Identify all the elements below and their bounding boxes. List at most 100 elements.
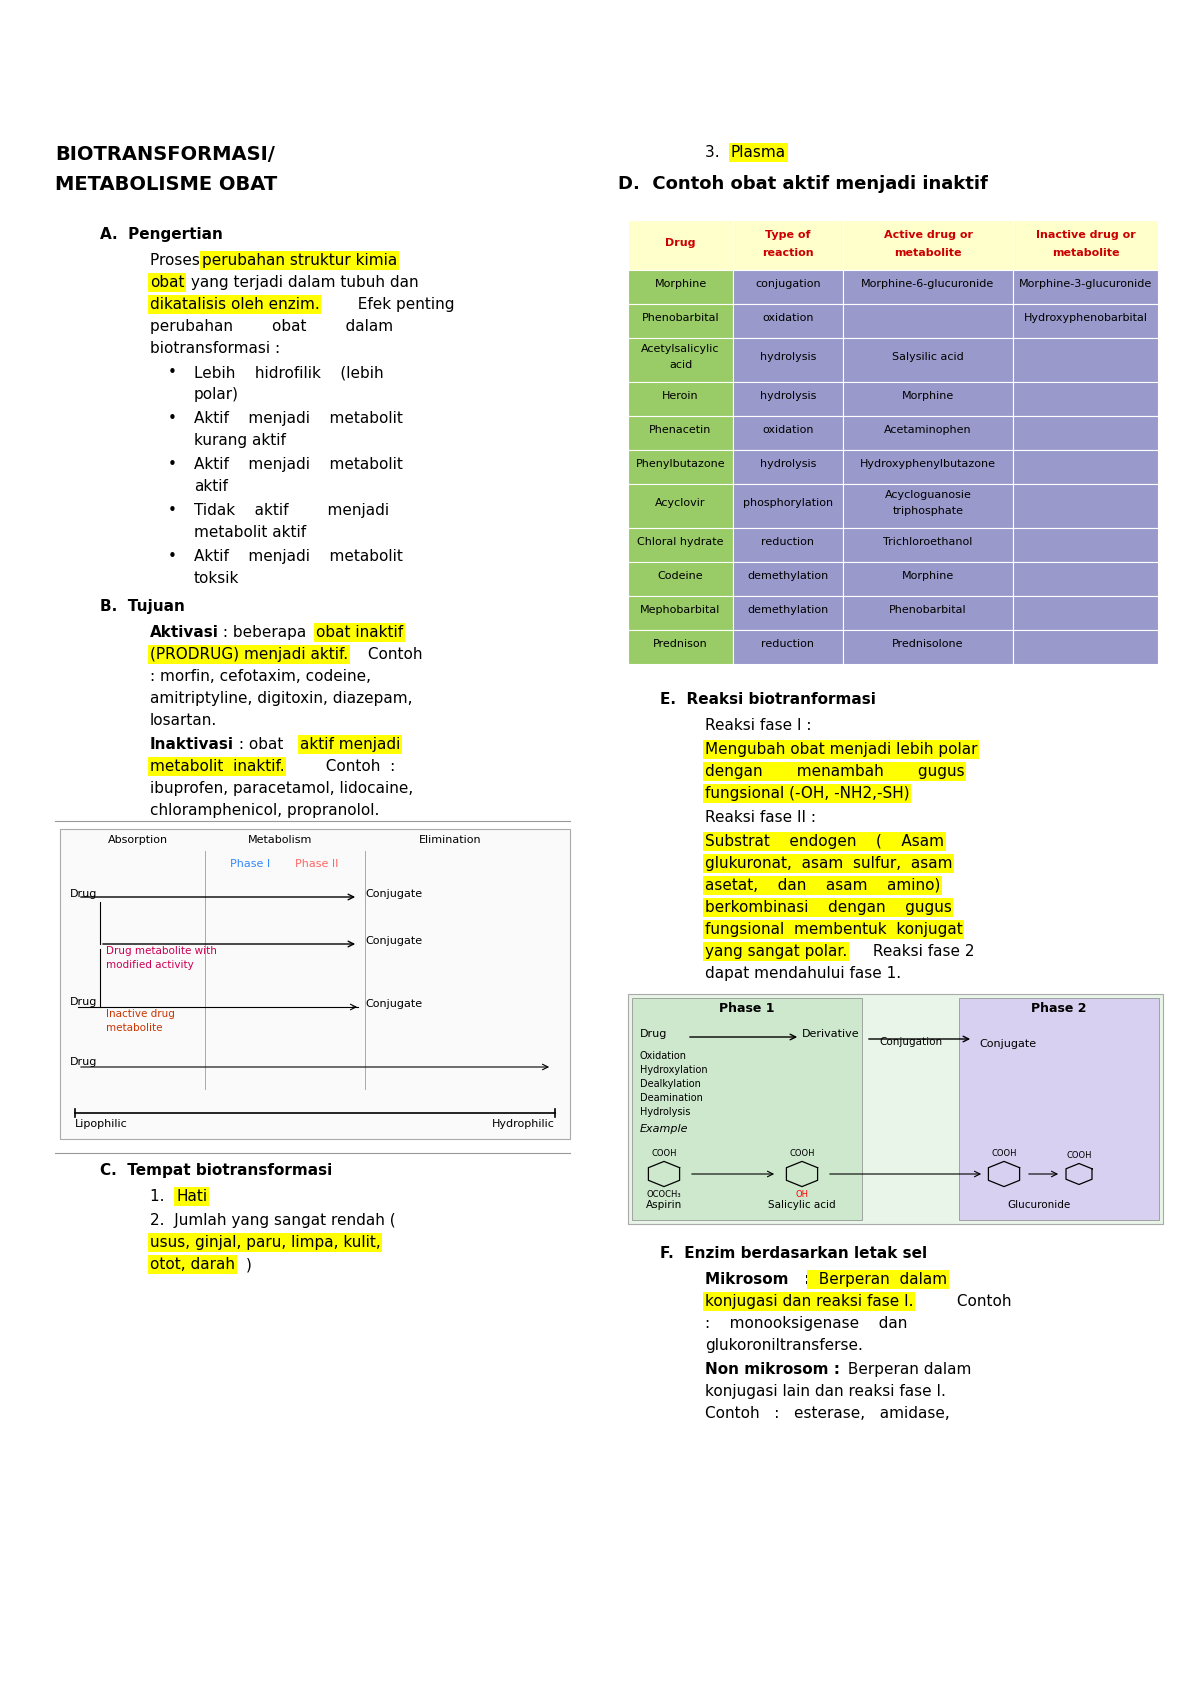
Text: Acetylsalicylic: Acetylsalicylic bbox=[641, 344, 720, 355]
Text: Tidak    aktif        menjadi: Tidak aktif menjadi bbox=[194, 502, 389, 518]
Text: obat inaktif: obat inaktif bbox=[316, 624, 403, 640]
Text: Phase 1: Phase 1 bbox=[719, 1001, 775, 1015]
Text: otot, darah: otot, darah bbox=[150, 1257, 235, 1273]
Text: Reaksi fase I :: Reaksi fase I : bbox=[706, 718, 811, 733]
Bar bbox=[733, 221, 842, 270]
Bar bbox=[733, 382, 842, 416]
Text: COOH: COOH bbox=[1067, 1152, 1092, 1161]
Text: Contoh: Contoh bbox=[952, 1295, 1012, 1308]
Text: D.  Contoh obat aktif menjadi inaktif: D. Contoh obat aktif menjadi inaktif bbox=[618, 175, 988, 193]
Text: METABOLISME OBAT: METABOLISME OBAT bbox=[55, 175, 277, 193]
Text: Berperan  dalam: Berperan dalam bbox=[809, 1273, 947, 1286]
Text: yang terjadi dalam tubuh dan: yang terjadi dalam tubuh dan bbox=[186, 275, 419, 290]
Bar bbox=[842, 484, 1013, 528]
Text: glukuronat,  asam  sulfur,  asam: glukuronat, asam sulfur, asam bbox=[706, 855, 953, 871]
Bar bbox=[628, 630, 733, 664]
Text: C.  Tempat biotransformasi: C. Tempat biotransformasi bbox=[100, 1162, 332, 1178]
Text: obat: obat bbox=[150, 275, 185, 290]
Text: Hati: Hati bbox=[176, 1190, 208, 1203]
Text: Mikrosom   :: Mikrosom : bbox=[706, 1273, 810, 1286]
Text: reduction: reduction bbox=[762, 536, 815, 546]
Text: Morphine: Morphine bbox=[654, 278, 707, 288]
Bar bbox=[733, 484, 842, 528]
Text: Drug: Drug bbox=[70, 998, 97, 1006]
Text: yang sangat polar.: yang sangat polar. bbox=[706, 944, 847, 959]
Text: Deamination: Deamination bbox=[640, 1093, 703, 1103]
Text: Morphine: Morphine bbox=[902, 570, 954, 580]
Text: E.  Reaksi biotranformasi: E. Reaksi biotranformasi bbox=[660, 692, 876, 708]
Text: Prednisolone: Prednisolone bbox=[893, 640, 964, 648]
Bar bbox=[1013, 221, 1158, 270]
Text: glukoroniltransferse.: glukoroniltransferse. bbox=[706, 1337, 863, 1353]
Text: Conjugate: Conjugate bbox=[979, 1039, 1036, 1049]
Text: Elimination: Elimination bbox=[419, 835, 481, 845]
Bar bbox=[1013, 416, 1158, 450]
Bar bbox=[628, 382, 733, 416]
Text: Drug: Drug bbox=[70, 1057, 97, 1067]
Bar bbox=[1013, 382, 1158, 416]
Text: biotransformasi :: biotransformasi : bbox=[150, 341, 280, 356]
Bar bbox=[733, 562, 842, 596]
Text: Salicylic acid: Salicylic acid bbox=[768, 1200, 836, 1210]
Text: dapat mendahului fase 1.: dapat mendahului fase 1. bbox=[706, 966, 901, 981]
Text: Active drug or: Active drug or bbox=[883, 231, 972, 239]
Text: losartan.: losartan. bbox=[150, 713, 217, 728]
Text: oxidation: oxidation bbox=[762, 312, 814, 322]
Text: polar): polar) bbox=[194, 387, 239, 402]
Text: : obat: : obat bbox=[234, 736, 288, 752]
Text: •: • bbox=[168, 365, 176, 380]
Text: Phase I: Phase I bbox=[230, 859, 270, 869]
Bar bbox=[733, 416, 842, 450]
Bar bbox=[1013, 528, 1158, 562]
Text: Contoh  :: Contoh : bbox=[316, 759, 395, 774]
Bar bbox=[842, 270, 1013, 304]
Text: 3.: 3. bbox=[706, 144, 734, 160]
Bar bbox=[733, 338, 842, 382]
Bar bbox=[628, 338, 733, 382]
Text: Berperan dalam: Berperan dalam bbox=[842, 1363, 971, 1376]
Text: hydrolysis: hydrolysis bbox=[760, 390, 816, 400]
Text: aktif menjadi: aktif menjadi bbox=[300, 736, 401, 752]
Text: metabolite: metabolite bbox=[1051, 248, 1120, 258]
Bar bbox=[842, 338, 1013, 382]
Text: BIOTRANSFORMASI/: BIOTRANSFORMASI/ bbox=[55, 144, 275, 165]
Text: Derivative: Derivative bbox=[802, 1028, 859, 1039]
Bar bbox=[1013, 596, 1158, 630]
Text: Acyclovir: Acyclovir bbox=[655, 497, 706, 507]
Text: :    monooksigenase    dan: : monooksigenase dan bbox=[706, 1315, 907, 1330]
Bar bbox=[842, 382, 1013, 416]
Text: metabolite: metabolite bbox=[894, 248, 961, 258]
Text: konjugasi lain dan reaksi fase I.: konjugasi lain dan reaksi fase I. bbox=[706, 1385, 946, 1398]
Text: Morphine-6-glucuronide: Morphine-6-glucuronide bbox=[862, 278, 995, 288]
Text: Aktivasi: Aktivasi bbox=[150, 624, 218, 640]
Text: Example: Example bbox=[640, 1123, 689, 1134]
Bar bbox=[842, 416, 1013, 450]
Text: B.  Tujuan: B. Tujuan bbox=[100, 599, 185, 614]
Text: Hydrolysis: Hydrolysis bbox=[640, 1106, 690, 1117]
Text: Aktif    menjadi    metabolit: Aktif menjadi metabolit bbox=[194, 411, 403, 426]
Text: reaction: reaction bbox=[762, 248, 814, 258]
Bar bbox=[733, 630, 842, 664]
Text: demethylation: demethylation bbox=[748, 606, 829, 614]
Text: phosphorylation: phosphorylation bbox=[743, 497, 833, 507]
Text: Conjugate: Conjugate bbox=[365, 1000, 422, 1010]
Bar bbox=[733, 304, 842, 338]
Bar bbox=[628, 528, 733, 562]
Text: Efek penting: Efek penting bbox=[348, 297, 455, 312]
Text: Hydroxyphenylbutazone: Hydroxyphenylbutazone bbox=[860, 458, 996, 468]
Text: perubahan        obat        dalam: perubahan obat dalam bbox=[150, 319, 394, 334]
Text: Aktif    menjadi    metabolit: Aktif menjadi metabolit bbox=[194, 550, 403, 563]
Bar bbox=[628, 270, 733, 304]
Text: Conjugate: Conjugate bbox=[365, 937, 422, 945]
Text: Plasma: Plasma bbox=[731, 144, 786, 160]
Text: Morphine-3-glucuronide: Morphine-3-glucuronide bbox=[1019, 278, 1152, 288]
Text: Type of: Type of bbox=[766, 231, 811, 239]
Text: modified activity: modified activity bbox=[106, 961, 193, 971]
Text: konjugasi dan reaksi fase I.: konjugasi dan reaksi fase I. bbox=[706, 1295, 913, 1308]
Text: metabolite: metabolite bbox=[106, 1023, 162, 1033]
Text: metabolit  inaktif.: metabolit inaktif. bbox=[150, 759, 284, 774]
Text: triphosphate: triphosphate bbox=[893, 506, 964, 516]
Text: F.  Enzim berdasarkan letak sel: F. Enzim berdasarkan letak sel bbox=[660, 1246, 928, 1261]
Text: OCOCH₃: OCOCH₃ bbox=[647, 1190, 682, 1198]
Text: fungsional  membentuk  konjugat: fungsional membentuk konjugat bbox=[706, 921, 962, 937]
